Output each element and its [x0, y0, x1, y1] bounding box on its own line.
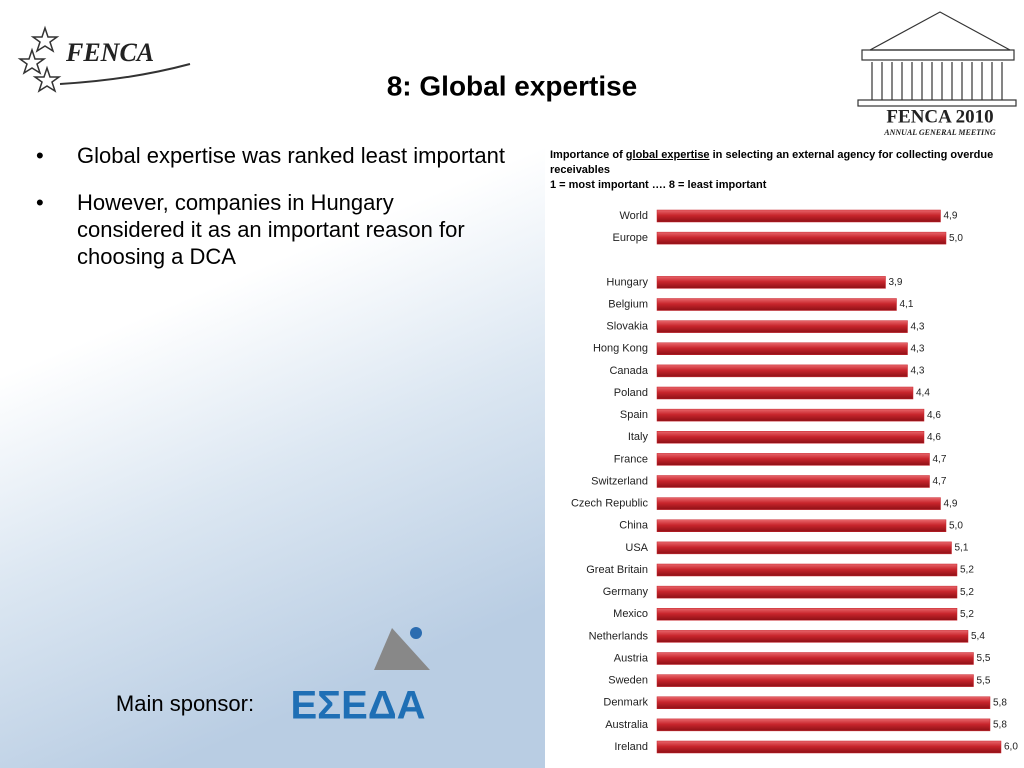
- logo-text: FENCA: [65, 38, 154, 67]
- category-label: Slovakia: [606, 321, 648, 333]
- background: [0, 0, 545, 768]
- category-label: Europe: [613, 232, 648, 244]
- category-label: Ireland: [614, 741, 648, 753]
- bar: [656, 674, 974, 687]
- bar: [656, 718, 991, 732]
- temple-logo: [857, 11, 1017, 107]
- bullet: However, companies in Hungary considered…: [36, 189, 506, 270]
- bar: [656, 364, 908, 378]
- bar: [656, 630, 969, 643]
- value-label: 5,5: [977, 675, 991, 686]
- category-label: Hong Kong: [593, 343, 648, 355]
- value-label: 4,3: [911, 366, 925, 377]
- bar: [656, 652, 974, 665]
- value-label: 4,9: [944, 211, 958, 222]
- bullet: Global expertise was ranked least import…: [36, 142, 506, 169]
- bar: [656, 475, 930, 488]
- category-label: Netherlands: [589, 630, 649, 642]
- category-label: Belgium: [608, 298, 648, 310]
- bar: [656, 342, 908, 355]
- value-label: 5,2: [960, 609, 974, 620]
- category-label: France: [614, 453, 648, 465]
- bar: [656, 497, 941, 510]
- bar: [656, 608, 958, 621]
- bar: [656, 431, 925, 444]
- category-label: Great Britain: [586, 564, 648, 576]
- bar: [656, 563, 958, 577]
- chart-background: [545, 130, 1024, 768]
- bar: [656, 519, 947, 532]
- event-subtitle: ANNUAL GENERAL MEETING: [883, 128, 996, 137]
- chart-title: Importance of global expertise in select…: [550, 148, 1000, 193]
- bar: [656, 585, 958, 599]
- value-label: 4,6: [927, 410, 941, 421]
- bullet-list: Global expertise was ranked least import…: [36, 142, 506, 290]
- value-label: 5,8: [993, 720, 1007, 731]
- title-part: in selecting an external agency for coll…: [550, 149, 994, 176]
- bar: [656, 209, 941, 223]
- value-label: 4,3: [911, 321, 925, 332]
- event-name: FENCA 2010: [886, 106, 993, 127]
- bar: [656, 453, 930, 466]
- value-label: 5,2: [960, 587, 974, 598]
- category-label: Spain: [620, 409, 648, 421]
- value-label: 5,1: [955, 543, 969, 554]
- category-label: Canada: [609, 365, 648, 377]
- chart-subtitle: 1 = most important …. 8 = least importan…: [550, 179, 767, 191]
- category-label: Sweden: [608, 675, 648, 687]
- value-label: 4,6: [927, 432, 941, 443]
- value-label: 4,3: [911, 343, 925, 354]
- category-label: Australia: [605, 719, 649, 731]
- category-label: World: [619, 210, 648, 222]
- value-label: 5,4: [971, 631, 985, 642]
- category-label: Czech Republic: [571, 498, 649, 510]
- bar: [656, 386, 914, 400]
- value-label: 5,0: [949, 520, 963, 531]
- category-label: USA: [625, 542, 648, 554]
- bar: [656, 696, 991, 709]
- category-label: Mexico: [613, 608, 648, 620]
- bar: [656, 320, 908, 333]
- bar: [656, 408, 925, 422]
- sponsor-icon: [374, 627, 430, 670]
- value-label: 6,0: [1004, 742, 1018, 753]
- value-label: 4,7: [933, 454, 947, 465]
- bar: [656, 298, 897, 311]
- value-label: 4,1: [900, 299, 914, 310]
- value-label: 5,5: [977, 653, 991, 664]
- slide-title: 8: Global expertise: [387, 70, 638, 101]
- title-underlined: global expertise: [625, 149, 710, 161]
- value-label: 5,8: [993, 697, 1007, 708]
- value-label: 4,4: [916, 388, 930, 399]
- category-label: Italy: [628, 431, 649, 443]
- fenca-logo: [17, 25, 191, 93]
- bar: [656, 541, 952, 555]
- category-label: China: [619, 520, 649, 532]
- bar: [656, 231, 947, 245]
- category-label: Hungary: [606, 276, 648, 288]
- category-label: Germany: [603, 586, 649, 598]
- bar: [656, 276, 886, 289]
- value-label: 4,9: [944, 498, 958, 509]
- category-label: Denmark: [603, 697, 648, 709]
- sponsor-label: Main sponsor:: [116, 691, 254, 716]
- category-label: Austria: [614, 652, 649, 664]
- category-label: Switzerland: [591, 475, 648, 487]
- sponsor-logo: ΕΣΕΔΑ: [291, 684, 426, 728]
- value-label: 4,7: [933, 476, 947, 487]
- title-part: Importance of: [550, 149, 623, 161]
- value-label: 5,0: [949, 233, 963, 244]
- bar: [656, 740, 1002, 754]
- value-label: 5,2: [960, 565, 974, 576]
- category-label: Poland: [614, 387, 648, 399]
- value-label: 3,9: [889, 277, 903, 288]
